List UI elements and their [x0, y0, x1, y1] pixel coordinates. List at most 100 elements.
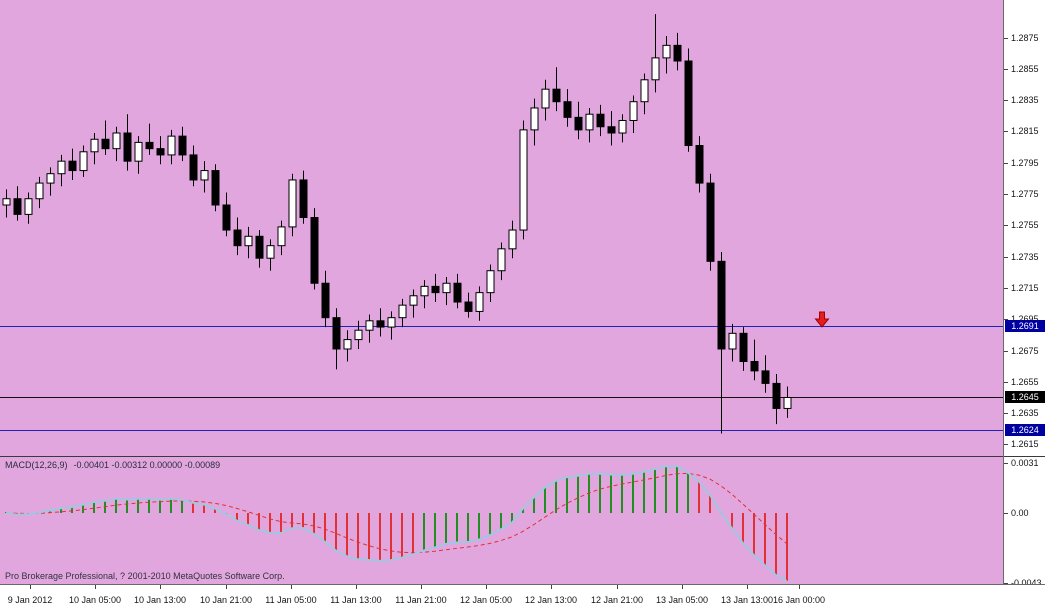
- candle-body-bear: [222, 204, 231, 231]
- candle-body-bear: [739, 332, 748, 362]
- candle-body-bull: [266, 245, 275, 259]
- macd-histogram-bar: [82, 504, 84, 513]
- price-axis-label: 1.2615: [1011, 439, 1039, 450]
- price-level-tag: 1.2691: [1005, 319, 1045, 332]
- candle-body-bear: [464, 301, 473, 312]
- macd-histogram-bar: [555, 480, 557, 513]
- down-arrow-annotation[interactable]: [814, 311, 830, 328]
- macd-histogram-bar: [401, 513, 403, 558]
- price-axis-label: 1.2695: [1011, 314, 1039, 324]
- candle-body-bear: [13, 198, 22, 215]
- candle-body-bull: [134, 141, 143, 162]
- macd-histogram-bar: [709, 495, 711, 513]
- time-axis-tick: [617, 585, 618, 589]
- candle-body-bear: [233, 229, 242, 247]
- candle-body-bear: [750, 360, 759, 372]
- candle-body-bear: [299, 179, 308, 219]
- macd-histogram-bar: [368, 513, 370, 561]
- macd-indicator-panel[interactable]: [0, 457, 1004, 584]
- candle-body-bull: [420, 285, 429, 297]
- macd-histogram-bar: [49, 510, 51, 513]
- macd-histogram-bar: [522, 508, 524, 513]
- macd-histogram-bar: [126, 499, 128, 513]
- candle-body-bear: [684, 60, 693, 147]
- macd-histogram-bar: [478, 513, 480, 540]
- macd-histogram-bar: [93, 502, 95, 513]
- time-axis-tick: [356, 585, 357, 589]
- price-axis-label: 1.2855: [1011, 63, 1039, 74]
- macd-histogram-bar: [313, 513, 315, 534]
- panel-separator[interactable]: [0, 456, 1045, 457]
- macd-histogram-bar: [60, 508, 62, 513]
- macd-histogram-bar: [665, 466, 667, 513]
- time-axis-label: 16 Jan 00:00: [772, 595, 826, 605]
- macd-histogram-bar: [456, 513, 458, 543]
- price-axis-label: 1.2835: [1011, 95, 1039, 106]
- candle-body-bull: [343, 339, 352, 350]
- candle-body-bear: [706, 182, 715, 262]
- price-chart[interactable]: [0, 0, 1004, 456]
- macd-histogram-bar: [445, 513, 447, 544]
- price-axis-label: 1.2815: [1011, 126, 1039, 137]
- price-axis-tick: [1004, 100, 1008, 102]
- candle-body-bear: [376, 320, 385, 328]
- time-axis-label: 10 Jan 13:00: [133, 595, 187, 605]
- candle-body-bear: [563, 101, 572, 118]
- price-axis-label: 1.2735: [1011, 251, 1039, 262]
- time-axis-tick: [747, 585, 748, 589]
- candle-body-bull: [277, 226, 286, 247]
- macd-histogram-bar: [412, 513, 414, 555]
- price-axis-label: 1.2775: [1011, 189, 1039, 200]
- candle-body-bear: [123, 132, 132, 162]
- price-axis-tick: [1004, 350, 1008, 352]
- price-level-tag: 1.2624: [1005, 424, 1045, 437]
- time-axis[interactable]: 9 Jan 2012 10 Jan 05:00 10 Jan 13:00 10 Jan…: [0, 585, 1045, 613]
- candle-body-bull: [585, 113, 594, 131]
- price-axis-tick: [1004, 287, 1008, 289]
- candle-body-bear: [574, 116, 583, 131]
- time-axis-label: 13 Jan 13:00: [720, 595, 774, 605]
- copyright-text: Pro Brokerage Professional, ? 2001-2010 …: [5, 571, 285, 581]
- macd-axis-tick: [1004, 513, 1008, 514]
- macd-histogram-bar: [324, 513, 326, 542]
- price-axis[interactable]: 1.2875 1.2855 1.2835 1.2815 1.2795 1.2775 1.27…: [1004, 0, 1045, 588]
- time-axis-label: 11 Jan 21:00: [395, 595, 447, 605]
- macd-histogram-bar: [632, 473, 634, 513]
- time-axis-tick: [421, 585, 422, 589]
- candle-body-bear: [673, 44, 682, 62]
- price-axis-tick: [1004, 162, 1008, 164]
- candle-body-bull: [651, 57, 660, 81]
- candle-body-bear: [101, 138, 110, 150]
- macd-histogram-bar: [786, 513, 788, 582]
- macd-axis-tick: [1004, 582, 1008, 584]
- macd-histogram-bar: [599, 473, 601, 513]
- candle-body-bear: [321, 282, 330, 319]
- candle-body-bull: [200, 170, 209, 181]
- time-axis-label: 9 Jan 2012: [7, 595, 53, 605]
- macd-histogram-bar: [335, 513, 337, 551]
- macd-histogram-bar: [489, 513, 491, 535]
- macd-histogram-bar: [753, 513, 755, 556]
- candle-body-bull: [541, 88, 550, 109]
- candle-body-bear: [552, 88, 561, 103]
- macd-histogram-bar: [269, 513, 271, 533]
- macd-histogram-bar: [192, 502, 194, 513]
- time-axis-tick: [799, 585, 800, 589]
- macd-axis-tick: [1004, 462, 1008, 464]
- macd-histogram-bar: [159, 499, 161, 513]
- candle-body-bear: [717, 260, 726, 350]
- candle-body-bull: [112, 132, 121, 150]
- macd-histogram-bar: [247, 513, 249, 525]
- candle-body-bull: [35, 182, 44, 200]
- candle-body-bull: [288, 179, 297, 228]
- macd-histogram-bar: [71, 507, 73, 513]
- candle-body-bear: [607, 126, 616, 134]
- candle-body-bear: [772, 382, 781, 409]
- macd-histogram-bar: [379, 513, 381, 561]
- time-axis-label: 12 Jan 05:00: [459, 595, 513, 605]
- candle-body-bull: [354, 329, 363, 341]
- candle-body-bull: [409, 295, 418, 306]
- candle-body-bull: [79, 151, 88, 172]
- price-axis-tick: [1004, 131, 1008, 133]
- candle-body-bull: [783, 396, 792, 409]
